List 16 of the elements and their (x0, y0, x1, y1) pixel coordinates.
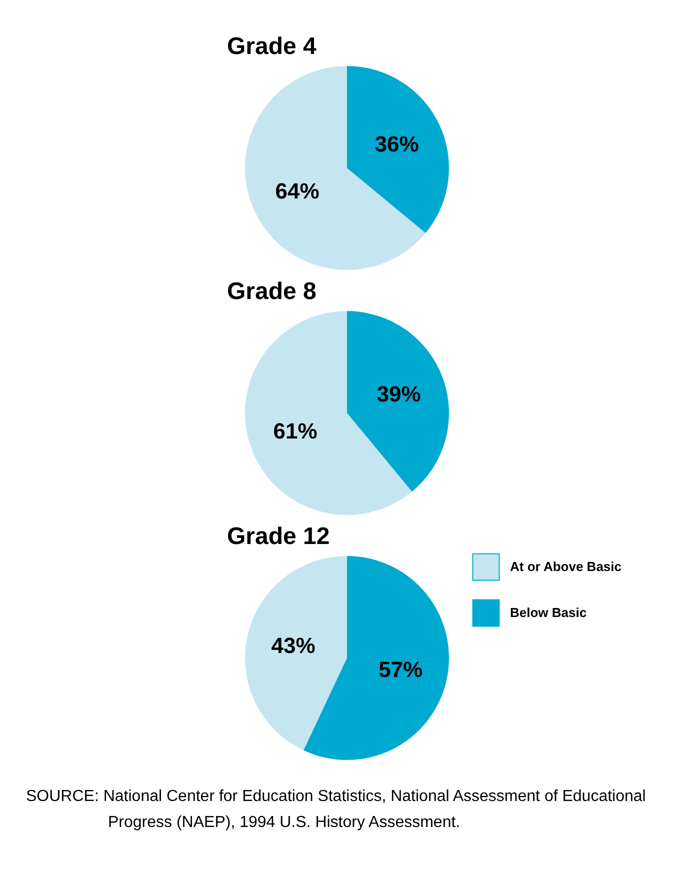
pie-slice (245, 66, 426, 270)
data-label: 61% (273, 418, 318, 444)
data-label: 39% (376, 381, 421, 406)
legend-label: At or Above Basic (510, 559, 622, 574)
legend-label: Below Basic (510, 605, 587, 620)
pie-slice (347, 311, 449, 492)
chart-title: Grade 8 (227, 278, 316, 305)
data-label: 36% (374, 132, 419, 157)
data-label: 43% (271, 633, 316, 658)
data-label: 57% (378, 657, 423, 682)
data-label: 64% (275, 178, 320, 204)
source-note: SOURCE: National Center for Education Statistics, National Assessment of Educational Progress (NAEP), 1994 U.S. History Assessment. (26, 787, 647, 833)
chart-title: Grade 4 (227, 33, 318, 60)
chart-title: Grade 12 (227, 523, 330, 550)
pie-slice (347, 66, 449, 234)
pie-slice (245, 556, 347, 750)
